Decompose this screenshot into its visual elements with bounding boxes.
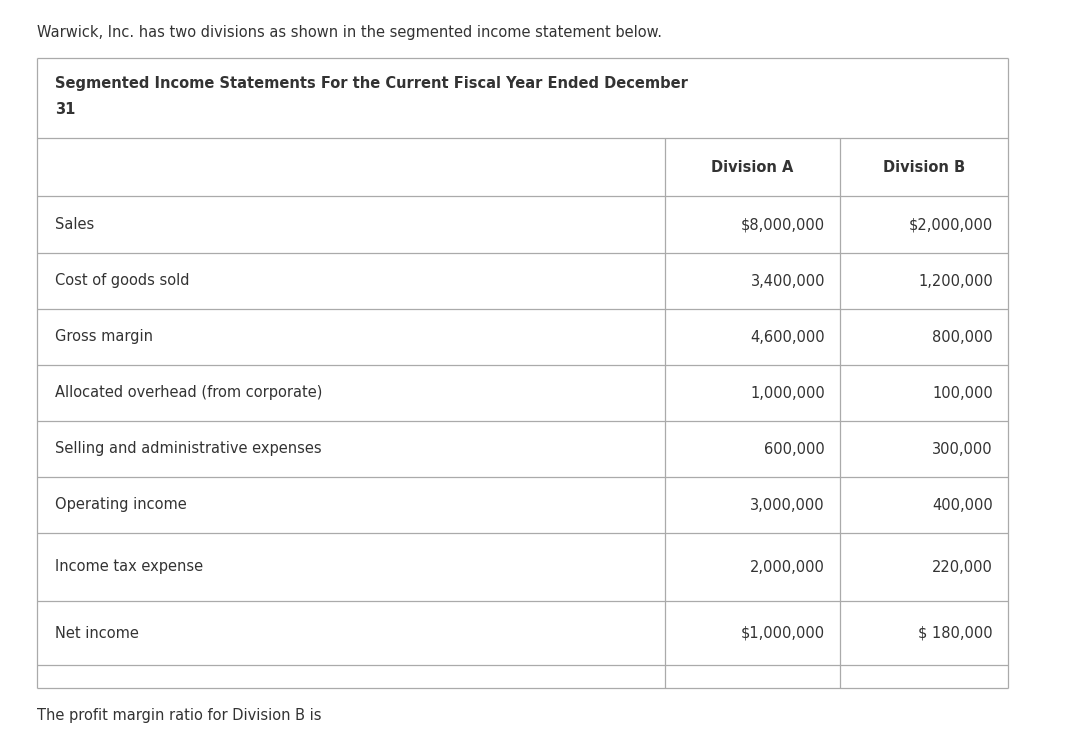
Text: 2,000,000: 2,000,000 — [751, 559, 825, 575]
Text: 800,000: 800,000 — [932, 330, 993, 345]
Text: $8,000,000: $8,000,000 — [741, 217, 825, 232]
Text: 100,000: 100,000 — [932, 385, 993, 400]
Text: Cost of goods sold: Cost of goods sold — [55, 273, 189, 288]
Text: 1,200,000: 1,200,000 — [918, 273, 993, 288]
Text: $2,000,000: $2,000,000 — [908, 217, 993, 232]
Text: Selling and administrative expenses: Selling and administrative expenses — [55, 442, 322, 457]
Text: Operating income: Operating income — [55, 497, 187, 512]
Text: Warwick, Inc. has two divisions as shown in the segmented income statement below: Warwick, Inc. has two divisions as shown… — [37, 25, 662, 40]
Text: Division B: Division B — [883, 159, 966, 174]
Text: 400,000: 400,000 — [932, 497, 993, 512]
Text: Allocated overhead (from corporate): Allocated overhead (from corporate) — [55, 385, 322, 400]
Text: Segmented Income Statements For the Current Fiscal Year Ended December: Segmented Income Statements For the Curr… — [55, 76, 688, 91]
Text: 31: 31 — [55, 102, 76, 117]
Text: $ 180,000: $ 180,000 — [918, 626, 993, 641]
Text: $1,000,000: $1,000,000 — [741, 626, 825, 641]
Text: Sales: Sales — [55, 217, 94, 232]
Text: Income tax expense: Income tax expense — [55, 559, 203, 575]
Text: 220,000: 220,000 — [932, 559, 993, 575]
Text: 1,000,000: 1,000,000 — [751, 385, 825, 400]
Text: 4,600,000: 4,600,000 — [751, 330, 825, 345]
Text: Net income: Net income — [55, 626, 139, 641]
Text: Division A: Division A — [712, 159, 794, 174]
Text: 300,000: 300,000 — [932, 442, 993, 457]
Text: Gross margin: Gross margin — [55, 330, 153, 345]
Text: 3,000,000: 3,000,000 — [751, 497, 825, 512]
Text: 600,000: 600,000 — [765, 442, 825, 457]
Text: The profit margin ratio for Division B is: The profit margin ratio for Division B i… — [37, 708, 322, 723]
Text: 3,400,000: 3,400,000 — [751, 273, 825, 288]
